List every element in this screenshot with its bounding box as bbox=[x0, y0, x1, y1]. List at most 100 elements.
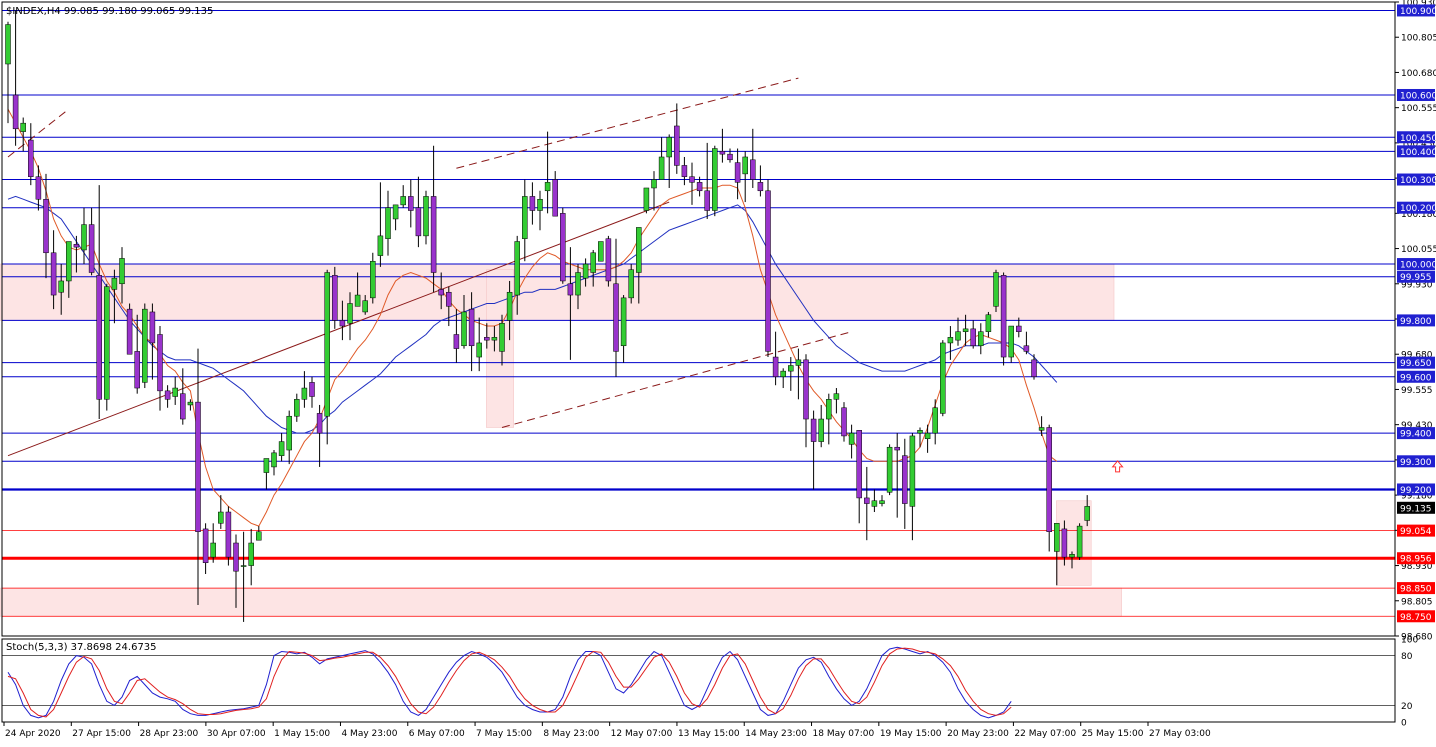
candle-body bbox=[195, 401, 201, 532]
current-price-tag-bg bbox=[1397, 501, 1435, 514]
y-axis-tick-label: 100.430 bbox=[1401, 139, 1436, 149]
candle-body bbox=[430, 196, 437, 273]
x-axis-tick-label: 18 May 07:00 bbox=[813, 729, 875, 739]
y-axis-tick-label: 98.680 bbox=[1401, 633, 1433, 643]
trend-line bbox=[456, 77, 799, 169]
candle-body bbox=[499, 322, 505, 352]
candle-body bbox=[962, 328, 969, 332]
level-price-tag-bg bbox=[1397, 427, 1435, 440]
candle-body bbox=[932, 407, 938, 434]
candle-body bbox=[332, 275, 338, 321]
x-axis-tick-label: 30 Apr 07:00 bbox=[207, 729, 266, 739]
level-price-tag: 99.300 bbox=[1400, 458, 1432, 468]
level-price-tag-bg bbox=[1397, 173, 1435, 186]
candle-body bbox=[841, 407, 847, 437]
candle-body bbox=[423, 196, 429, 237]
candle-body bbox=[301, 387, 308, 400]
y-axis-tick-label: 100.555 bbox=[1401, 104, 1436, 114]
candle-body bbox=[66, 241, 72, 282]
candle-body bbox=[582, 263, 589, 279]
candle-body bbox=[316, 413, 323, 434]
x-axis-tick-label: 4 May 23:00 bbox=[341, 729, 397, 739]
stoch-axis-tick-label: 80 bbox=[1401, 652, 1413, 662]
candle-body bbox=[104, 286, 110, 400]
candle-body bbox=[73, 244, 80, 248]
candle-body bbox=[978, 331, 984, 347]
candle-body bbox=[126, 308, 133, 355]
candle-body bbox=[453, 334, 460, 349]
candle-body bbox=[788, 365, 794, 372]
candle-body bbox=[286, 415, 292, 451]
candle-body bbox=[696, 182, 703, 192]
candle-body bbox=[940, 342, 946, 414]
candle-body bbox=[567, 283, 574, 296]
red-price-tag-bg bbox=[1397, 582, 1435, 595]
moving-average-slow bbox=[7, 195, 1058, 434]
red-price-tag-bg bbox=[1397, 524, 1435, 537]
red-price-tag: 98.956 bbox=[1400, 555, 1432, 565]
candle-body bbox=[1016, 325, 1022, 332]
candle-body bbox=[180, 393, 186, 420]
level-price-tag-bg bbox=[1397, 88, 1435, 101]
candle-body bbox=[909, 435, 916, 507]
candle-body bbox=[1069, 554, 1075, 558]
candle-body bbox=[826, 399, 832, 420]
red-price-tag: 99.054 bbox=[1400, 527, 1432, 537]
symbol-info: $INDEX,H4 99.085 99.180 99.065 99.135 bbox=[6, 6, 213, 17]
x-axis-tick-label: 19 May 15:00 bbox=[880, 729, 942, 739]
candle-body bbox=[598, 241, 604, 262]
level-price-tag-bg bbox=[1397, 483, 1435, 496]
candle-body bbox=[43, 198, 49, 254]
candle-body bbox=[172, 387, 178, 397]
candle-body bbox=[803, 359, 809, 420]
candle-body bbox=[256, 531, 262, 541]
y-axis-tick-label: 100.055 bbox=[1401, 245, 1436, 255]
candle-body bbox=[560, 213, 566, 282]
level-price-tag-bg bbox=[1397, 356, 1435, 369]
x-axis-tick-label: 12 May 07:00 bbox=[611, 729, 673, 739]
candle-body bbox=[818, 418, 824, 442]
candle-body bbox=[347, 303, 353, 324]
level-price-tag-bg bbox=[1397, 314, 1435, 327]
trend-line bbox=[501, 331, 852, 428]
level-price-tag-bg bbox=[1397, 258, 1435, 271]
candle-body bbox=[727, 153, 733, 161]
candle-body bbox=[590, 252, 596, 273]
candle-body bbox=[233, 542, 239, 572]
stoch-main-line bbox=[7, 646, 1012, 719]
candle-body bbox=[278, 441, 285, 456]
candle-body bbox=[354, 294, 361, 307]
candle-body bbox=[917, 430, 923, 434]
candle-body bbox=[50, 252, 57, 296]
x-axis-tick-label: 1 May 15:00 bbox=[274, 729, 330, 739]
current-price-tag: 99.135 bbox=[1400, 504, 1432, 514]
candle-body bbox=[529, 196, 536, 211]
candle-body bbox=[643, 187, 650, 211]
candle-body bbox=[605, 238, 612, 282]
candle-body bbox=[552, 179, 558, 217]
candle-body bbox=[263, 458, 270, 473]
candle-body bbox=[324, 272, 330, 417]
candle-body bbox=[81, 224, 87, 251]
candle-body bbox=[750, 159, 756, 180]
candle-body bbox=[864, 497, 870, 504]
candle-body bbox=[636, 227, 642, 273]
candle-body bbox=[28, 139, 34, 177]
candle-body bbox=[537, 198, 543, 211]
candle-body bbox=[392, 204, 399, 220]
candle-body bbox=[871, 500, 878, 507]
stoch-panel-frame bbox=[1, 638, 1396, 723]
x-axis-tick-label: 7 May 15:00 bbox=[476, 729, 532, 739]
support-resistance-zone bbox=[0, 587, 1122, 617]
level-price-tag: 99.800 bbox=[1400, 317, 1432, 327]
level-price-tag-bg bbox=[1397, 455, 1435, 468]
level-price-tag: 100.000 bbox=[1400, 261, 1436, 271]
x-axis-tick-label: 13 May 15:00 bbox=[678, 729, 740, 739]
candle-body bbox=[134, 351, 140, 389]
candle-body bbox=[468, 308, 475, 347]
candle-body bbox=[522, 196, 528, 239]
level-price-tag-bg bbox=[1397, 201, 1435, 214]
level-price-tag: 99.400 bbox=[1400, 430, 1432, 440]
stoch-axis-tick-label: 20 bbox=[1401, 702, 1413, 712]
candle-body bbox=[1084, 506, 1090, 521]
